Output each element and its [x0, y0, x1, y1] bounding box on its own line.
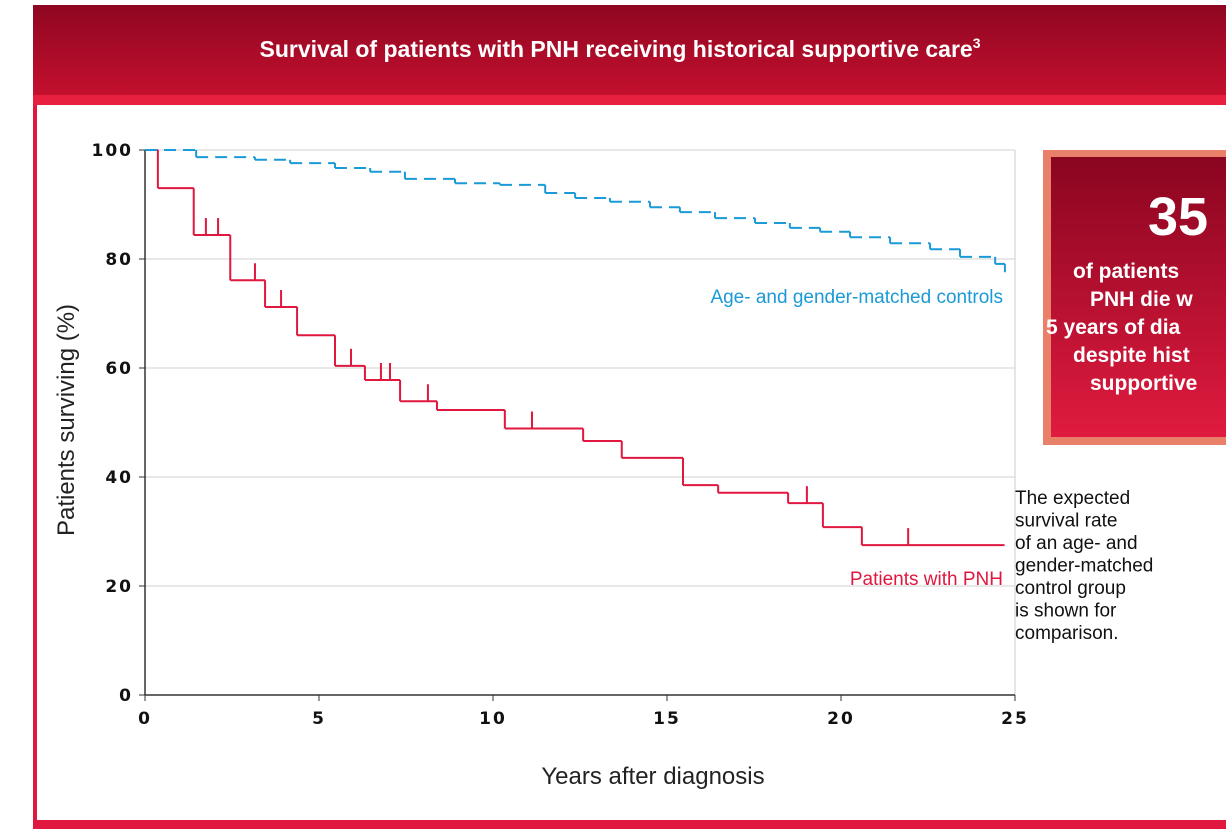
series-label: Age- and gender-matched controls: [710, 287, 1003, 308]
y-tick-label: 60: [105, 359, 133, 379]
x-tick-label: 10: [479, 709, 507, 729]
y-axis-title: Patients surviving (%): [53, 304, 80, 536]
series-label: Patients with PNH: [850, 569, 1003, 590]
header-stripe: [33, 95, 1226, 105]
y-tick-label: 80: [105, 250, 133, 270]
callout-box: [1051, 157, 1226, 437]
x-tick-label: 0: [138, 709, 152, 729]
note-line: comparison.: [1015, 623, 1119, 644]
x-tick-label: 5: [312, 709, 326, 729]
callout-line: PNH die w: [1090, 288, 1193, 311]
y-tick-label: 100: [92, 141, 134, 161]
frame-bottom: [33, 820, 1226, 829]
x-tick-label: 25: [1001, 709, 1029, 729]
chart-title: Survival of patients with PNH receiving …: [260, 36, 973, 62]
y-tick-label: 0: [119, 686, 133, 706]
note-line: is shown for: [1015, 601, 1117, 622]
y-tick-label: 20: [105, 577, 133, 597]
callout-line: 5 years of dia: [1046, 316, 1181, 339]
note-line: The expected: [1015, 488, 1130, 509]
note-line: control group: [1015, 578, 1126, 599]
note-line: survival rate: [1015, 511, 1117, 532]
callout-text: of patients PNH die w 5 years of dia despit…: [1046, 260, 1197, 395]
callout-value: 35: [1148, 187, 1208, 247]
note-line: of an age- and: [1015, 533, 1138, 554]
chart-title-group: Survival of patients with PNH receiving …: [260, 35, 981, 62]
title-note: 3: [973, 35, 981, 51]
note-line: gender-matched: [1015, 556, 1153, 577]
callout-line: of patients: [1073, 260, 1179, 283]
x-axis-title: Years after diagnosis: [541, 763, 764, 790]
header-band: [33, 5, 1226, 95]
y-tick-label: 40: [105, 468, 133, 488]
callout-line: despite hist: [1073, 344, 1190, 367]
x-tick-label: 20: [827, 709, 855, 729]
frame-left: [33, 105, 37, 829]
callout-line: supportive: [1090, 372, 1197, 395]
x-tick-label: 15: [653, 709, 681, 729]
